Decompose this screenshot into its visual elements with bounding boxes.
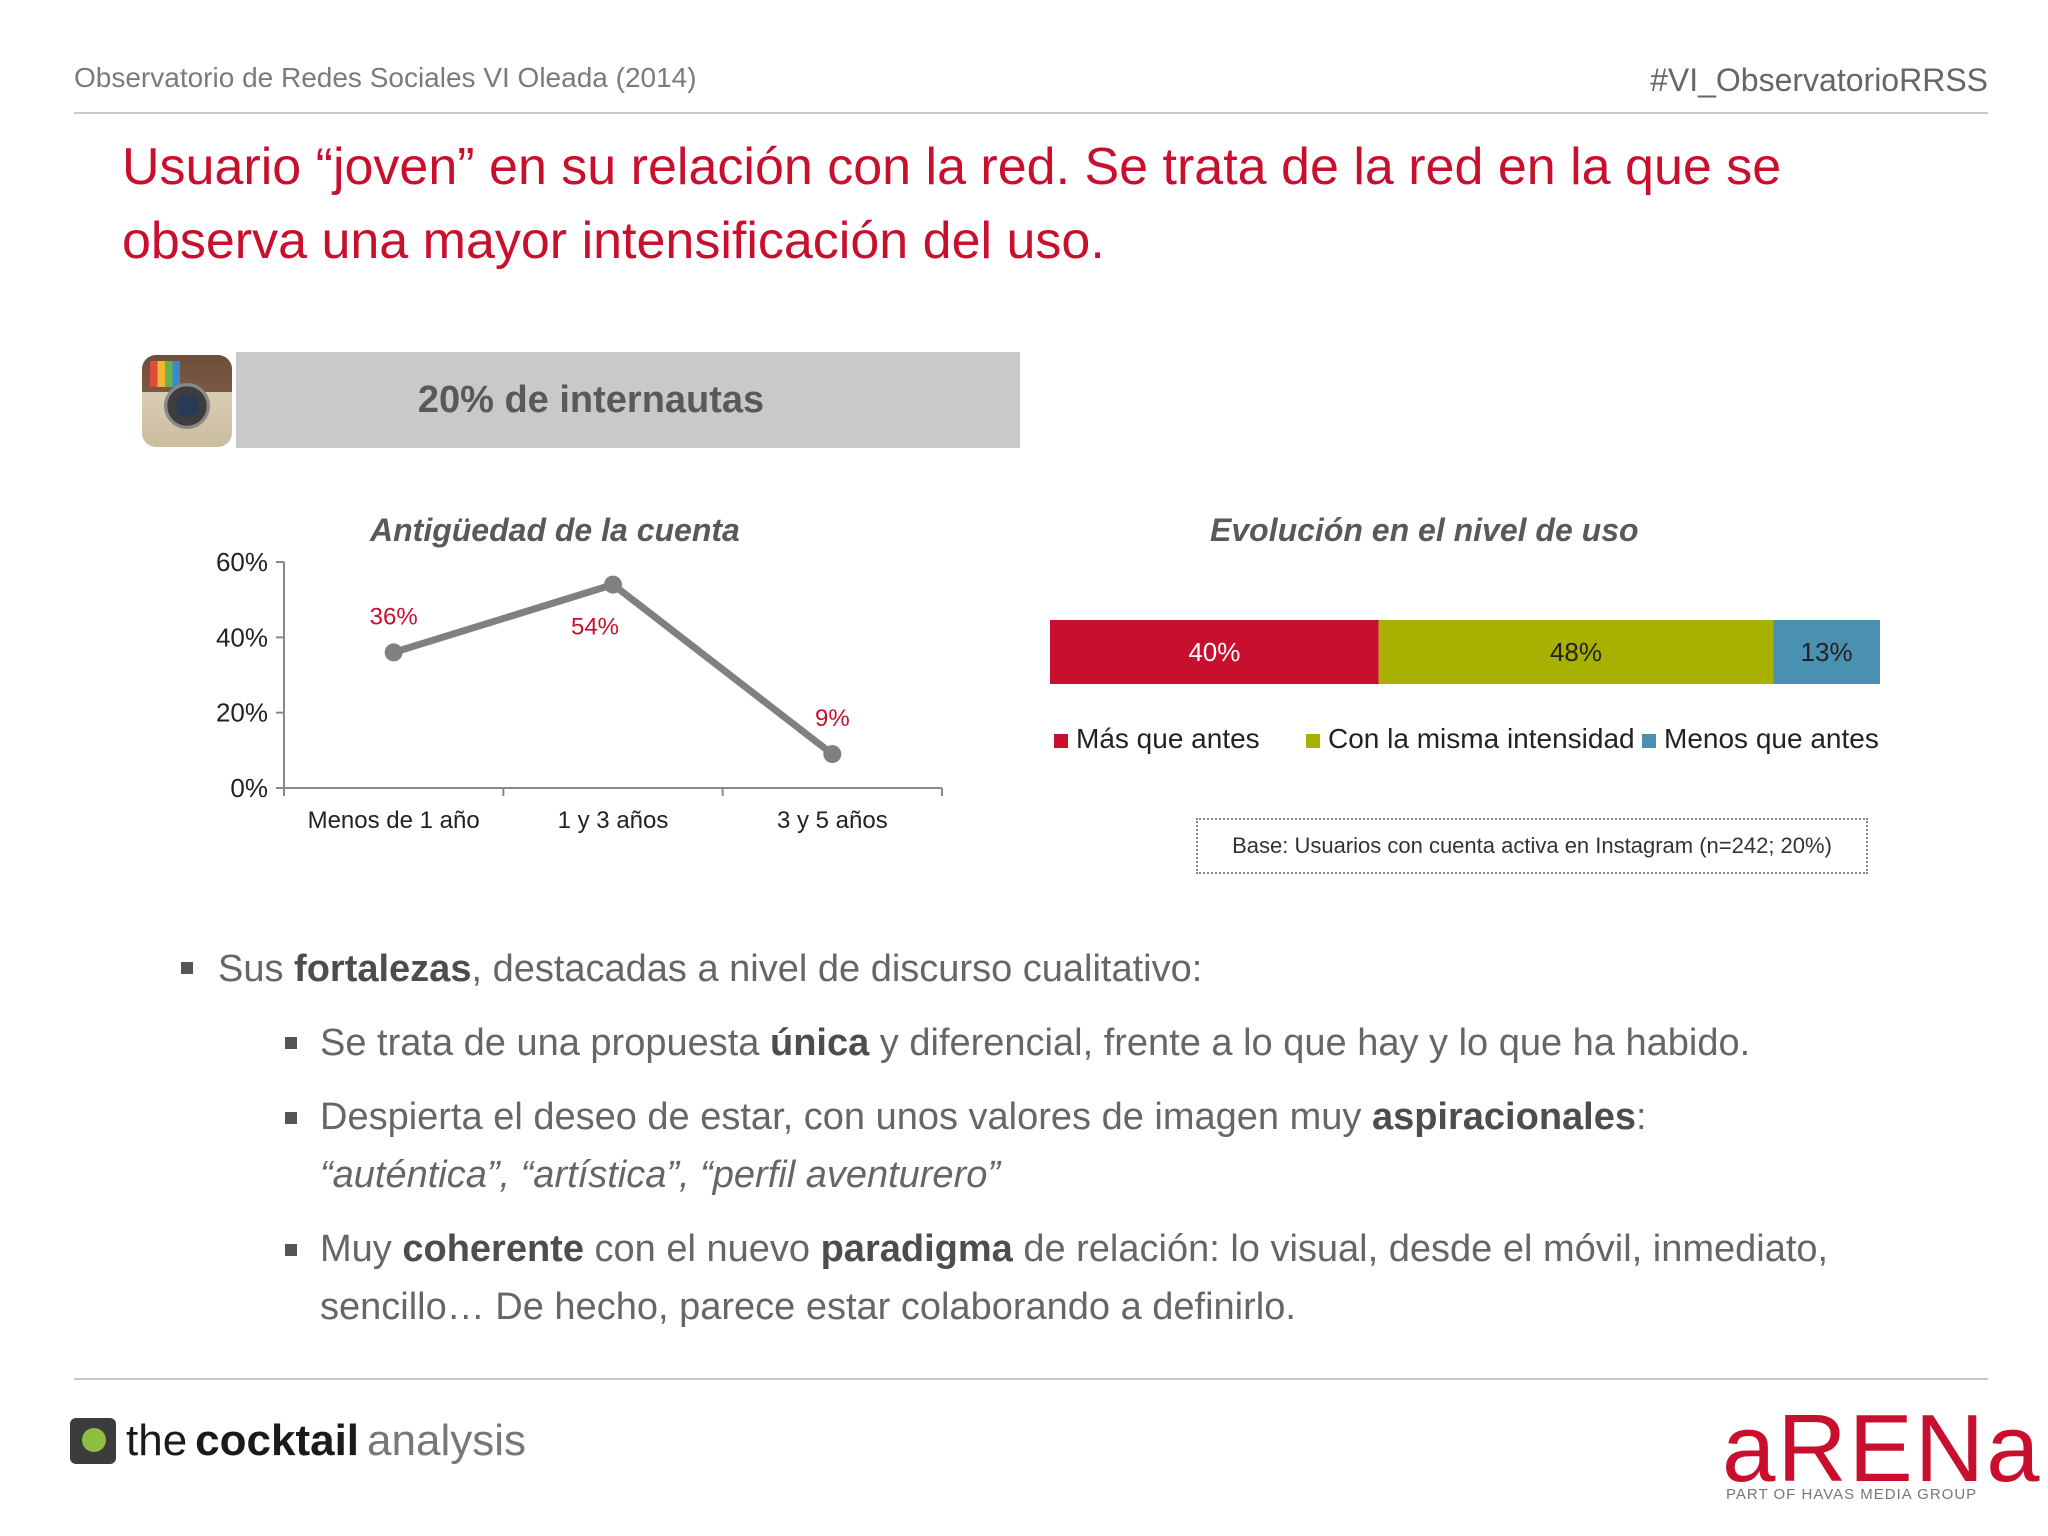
footer-divider [74, 1378, 1988, 1380]
line-chart: 0% 20% 40% 60% 36% Menos de 1 año 54% 1 y 3 año… [216, 547, 943, 834]
banner-background [236, 352, 1020, 448]
legend-swatch [1642, 734, 1656, 748]
y-tick-label: 40% [216, 622, 268, 652]
y-tick-label: 60% [216, 547, 268, 577]
y-tick-label: 0% [230, 773, 268, 803]
x-tick-label: Menos de 1 año [308, 807, 480, 834]
banner-text: 20% de internautas [417, 379, 765, 421]
bullet-marker [181, 962, 193, 974]
data-point [384, 643, 403, 662]
bar-segment [1773, 620, 1880, 684]
data-point [604, 575, 622, 594]
instagram-icon [142, 355, 232, 447]
segment-label: 13% [1801, 637, 1853, 667]
data-label: 9% [815, 705, 850, 732]
bullet-marker [285, 1244, 297, 1256]
slide-title: Usuario “joven” en su relación con la re… [122, 138, 1782, 270]
x-tick-label: 3 y 5 años [777, 807, 888, 834]
bullet-marker [285, 1037, 297, 1049]
legend-swatch [1306, 734, 1320, 748]
y-tick-label: 20% [216, 698, 268, 728]
cocktail-glass-icon [70, 1418, 116, 1464]
x-tick-label: 1 y 3 años [558, 807, 669, 834]
legend-label: Menos que antes [1664, 723, 1879, 754]
segment-label: 48% [1550, 637, 1602, 667]
cocktail-analysis-logo: the cocktail analysis [70, 1416, 526, 1466]
base-note: Base: Usuarios con cuenta activa en Inst… [1196, 818, 1868, 874]
segment-label: 40% [1188, 637, 1240, 667]
bullet-fortalezas: Sus fortalezas, destacadas a nivel de di… [218, 948, 1203, 990]
bar-segment [1050, 620, 1379, 684]
header-left: Observatorio de Redes Sociales VI Oleada… [74, 62, 697, 93]
bar-segment [1378, 620, 1774, 684]
arena-logo: aRENa [1722, 1395, 2042, 1502]
bar-chart-title: Evolución en el nivel de uso [1210, 512, 1639, 548]
header-hashtag: #VI_ObservatorioRRSS [1650, 62, 1988, 98]
line-chart-title: Antigüedad de la cuenta [370, 512, 740, 548]
bullet-unica: Se trata de una propuesta única y difere… [320, 1022, 1751, 1064]
bullet-marker [285, 1112, 297, 1124]
stacked-bar-chart: 40% 48% 13% Más que antes Con la misma inten… [1050, 620, 1880, 754]
bullet-aspiracionales: Despierta el deseo de estar, con unos va… [320, 1096, 1647, 1196]
legend-label: Con la misma intensidad [1328, 723, 1635, 754]
arena-tagline: PART OF HAVAS MEDIA GROUP [1726, 1486, 1978, 1503]
series-line [392, 581, 835, 757]
bullet-coherente: Muy coherente con el nuevo paradigma de … [320, 1228, 1829, 1328]
legend-label: Más que antes [1076, 723, 1260, 754]
legend-swatch [1054, 734, 1068, 748]
data-label: 54% [571, 614, 619, 641]
data-point [823, 745, 842, 764]
data-label: 36% [370, 603, 418, 630]
header-divider [74, 112, 1988, 114]
